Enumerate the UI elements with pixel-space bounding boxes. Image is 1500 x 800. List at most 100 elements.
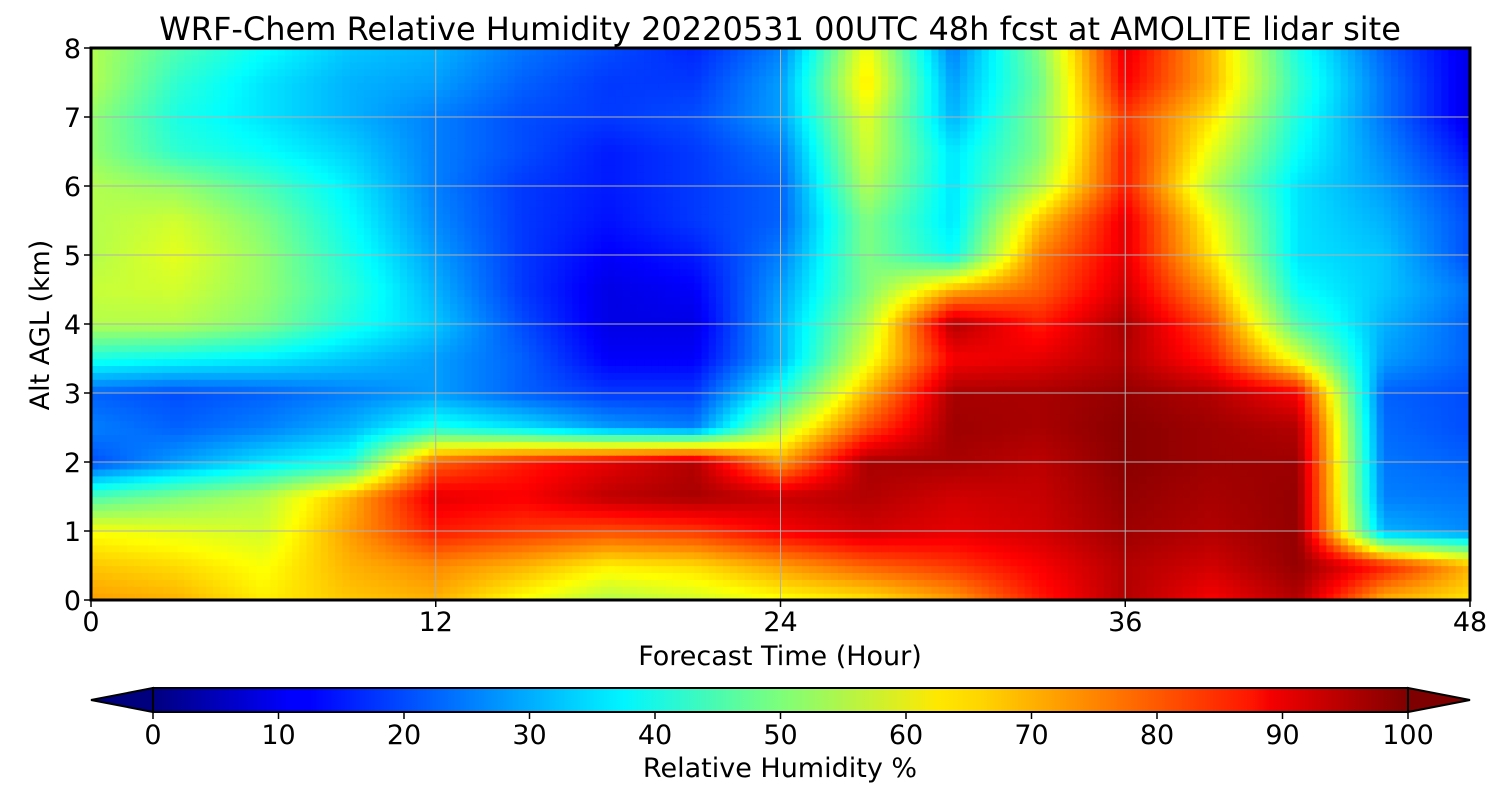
heatmap-cell [1125, 448, 1134, 456]
heatmap-cell [572, 420, 580, 429]
heatmap-cell [1268, 544, 1277, 553]
heatmap-cell [1074, 558, 1083, 567]
heatmap-cell [708, 593, 717, 600]
heatmap-cell [1283, 544, 1292, 553]
heatmap-cell [773, 427, 782, 435]
heatmap-cell [672, 544, 681, 553]
heatmap-cell [931, 462, 940, 470]
heatmap-cell [758, 517, 767, 525]
heatmap-cell [1405, 420, 1414, 429]
heatmap-cell [1182, 475, 1191, 484]
heatmap-cell [1441, 468, 1450, 477]
heatmap-cell [1304, 531, 1313, 539]
heatmap-cell [284, 434, 293, 442]
heatmap-cell [837, 572, 846, 580]
heatmap-cell [292, 427, 300, 435]
heatmap-cell [837, 462, 846, 470]
heatmap-cell [909, 558, 918, 567]
heatmap-cell [1297, 434, 1306, 442]
heatmap-cell [730, 427, 738, 435]
heatmap-cell [723, 441, 731, 449]
heatmap-cell [543, 462, 552, 470]
heatmap-cell [1304, 524, 1313, 532]
heatmap-cell [1441, 462, 1450, 470]
heatmap-cell [1103, 455, 1112, 463]
heatmap-cell [1319, 510, 1327, 518]
heatmap-cell [1189, 455, 1198, 463]
heatmap-cell [1390, 434, 1399, 442]
heatmap-cell [1448, 579, 1457, 587]
heatmap-cell [536, 517, 545, 525]
heatmap-cell [306, 434, 315, 442]
heatmap-cell [694, 586, 703, 594]
heatmap-cell [1211, 565, 1220, 573]
heatmap-cell [859, 517, 868, 525]
heatmap-cell [148, 496, 157, 504]
heatmap-cell [967, 427, 976, 435]
heatmap-cell [313, 475, 322, 484]
heatmap-cell [780, 524, 789, 532]
heatmap-cell [1398, 537, 1406, 546]
heatmap-cell [1225, 441, 1234, 449]
heatmap-cell [141, 482, 150, 491]
heatmap-cell [981, 586, 990, 594]
heatmap-cell [1204, 572, 1213, 580]
heatmap-cell [112, 455, 121, 463]
heatmap-cell [658, 489, 667, 498]
heatmap-cell [378, 544, 387, 553]
heatmap-cell [227, 558, 236, 567]
heatmap-cell [141, 441, 150, 449]
heatmap-cell [1082, 448, 1090, 456]
heatmap-cell [1053, 468, 1062, 477]
heatmap-cell [1362, 544, 1371, 553]
heatmap-cell [1376, 537, 1385, 546]
heatmap-cell [313, 420, 322, 429]
heatmap-cell [694, 475, 703, 484]
heatmap-cell [177, 427, 185, 435]
heatmap-cell [457, 524, 466, 532]
heatmap-cell [256, 441, 264, 449]
heatmap-cell [1333, 572, 1342, 580]
heatmap-cell [1103, 420, 1112, 429]
heatmap-cell [385, 496, 394, 504]
heatmap-cell [320, 475, 329, 484]
heatmap-cell [837, 496, 846, 504]
heatmap-cell [924, 579, 932, 587]
heatmap-cell [1053, 489, 1062, 498]
heatmap-cell [205, 441, 214, 449]
heatmap-cell [198, 593, 207, 600]
heatmap-cell [859, 524, 868, 532]
heatmap-cell [371, 462, 379, 470]
heatmap-cell [701, 537, 710, 546]
heatmap-cell [234, 503, 243, 511]
heatmap-cell [866, 551, 875, 560]
heatmap-cell [1017, 510, 1026, 518]
heatmap-cell [1103, 593, 1112, 600]
heatmap-cell [1283, 565, 1292, 573]
heatmap-cell [1369, 475, 1378, 484]
heatmap-cell [938, 579, 947, 587]
heatmap-cell [758, 427, 767, 435]
heatmap-cell [1168, 586, 1177, 594]
heatmap-cell [995, 489, 1004, 498]
heatmap-cell [565, 455, 573, 463]
heatmap-cell [730, 579, 738, 587]
heatmap-cell [816, 551, 825, 560]
heatmap-cell [730, 593, 738, 600]
heatmap-cell [155, 489, 164, 498]
heatmap-cell [1146, 524, 1155, 532]
heatmap-cell [91, 586, 99, 594]
heatmap-cell [155, 420, 164, 429]
heatmap-cell [356, 420, 365, 429]
heatmap-cell [1455, 524, 1464, 532]
heatmap-cell [945, 503, 954, 511]
heatmap-cell [1003, 517, 1011, 525]
heatmap-cell [737, 434, 746, 442]
heatmap-cell [1441, 475, 1450, 484]
heatmap-cell [500, 544, 509, 553]
heatmap-cell [550, 558, 559, 567]
heatmap-cell [234, 572, 243, 580]
heatmap-cell [1189, 468, 1198, 477]
heatmap-cell [830, 496, 839, 504]
heatmap-cell [399, 468, 408, 477]
